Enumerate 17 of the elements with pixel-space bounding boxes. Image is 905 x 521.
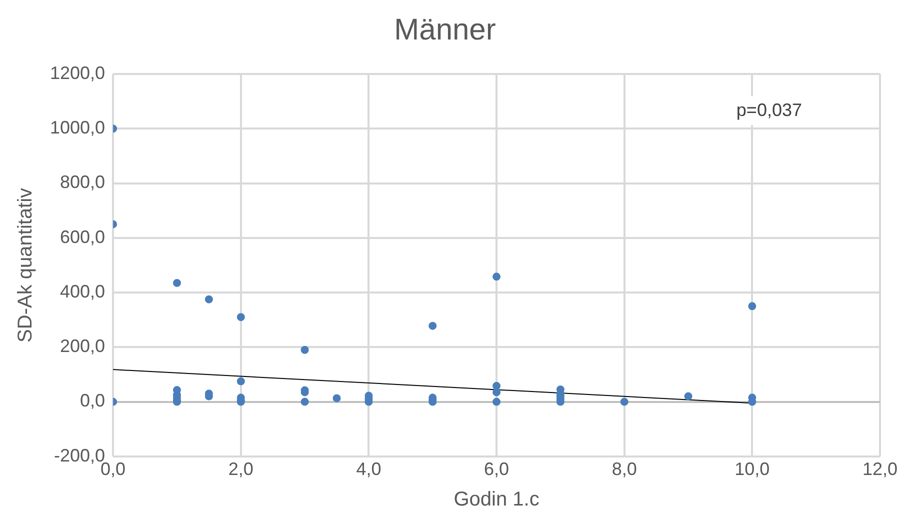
y-tick-label: 1200,0 (50, 62, 106, 83)
x-axis-title: Godin 1.c (454, 488, 540, 511)
x-tick-label: 4,0 (356, 459, 382, 480)
x-tick-label: 2,0 (228, 459, 254, 480)
x-tick-label: 10,0 (734, 459, 770, 480)
x-tick-label: 8,0 (612, 459, 637, 480)
y-tick-label: 800,0 (60, 172, 106, 192)
annotation: p=0,037 (728, 96, 810, 125)
chart-title: Männer (394, 13, 496, 46)
y-tick-label: 1000,0 (50, 118, 106, 138)
y-axis-title: SD-Ak quantitativ (14, 188, 37, 342)
y-tick-label: 200,0 (60, 336, 106, 356)
y-tick-label: 400,0 (60, 281, 106, 302)
y-tick-label: 0,0 (80, 390, 106, 411)
x-tick-label: 12,0 (862, 459, 898, 480)
y-tick-label: 600,0 (60, 226, 106, 247)
x-tick-label: 6,0 (484, 459, 510, 480)
